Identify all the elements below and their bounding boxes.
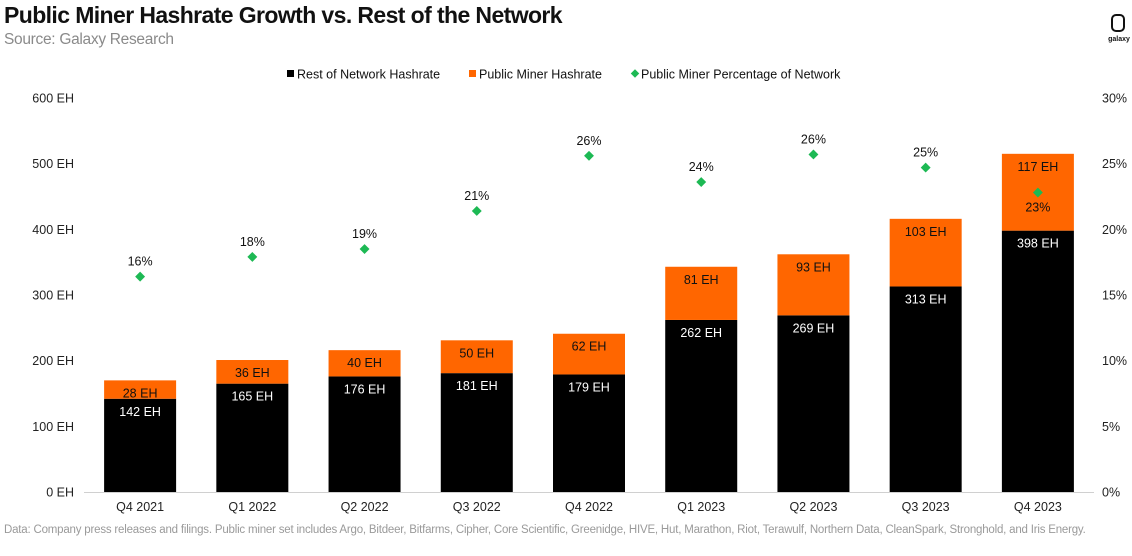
y-right-tick-label: 0% xyxy=(1102,486,1120,500)
percentage-label: 26% xyxy=(801,132,826,146)
chart-subtitle: Source: Galaxy Research xyxy=(4,31,174,48)
bar-rest-of-network xyxy=(216,383,289,492)
bar-public-miner xyxy=(665,266,738,320)
percentage-marker xyxy=(135,271,146,282)
stacked-bar-chart: 0 EH 100 EH 200 EH 300 EH 400 EH 500 EH 600 EH… xyxy=(32,68,1127,515)
percentage-label: 19% xyxy=(352,227,377,241)
percentage-label: 18% xyxy=(240,235,265,249)
y-left-tick-label: 500 EH xyxy=(32,157,74,171)
x-tick-label: Q2 2023 xyxy=(789,500,837,514)
bar-rest-of-network xyxy=(665,319,738,492)
bar-label-public: 117 EH xyxy=(1018,160,1059,174)
percentage-marker xyxy=(584,150,594,161)
footnote: Data: Company press releases and filings… xyxy=(4,524,1086,536)
x-tick-label: Q1 2023 xyxy=(677,500,725,514)
bar-public-miner xyxy=(553,333,625,375)
bar-label-public: 40 EH xyxy=(347,356,382,370)
percentage-marker xyxy=(696,177,707,188)
y-left-tick-label: 300 EH xyxy=(32,289,74,303)
bar-label-rest: 398 EH xyxy=(1017,237,1059,251)
bar-label-public: 28 EH xyxy=(123,386,158,400)
bar-label-public: 36 EH xyxy=(235,366,270,380)
bar-public-miner xyxy=(777,254,850,316)
percentage-label: 21% xyxy=(464,189,489,203)
bar-label-public: 93 EH xyxy=(796,260,831,274)
x-tick-label: Q3 2023 xyxy=(902,500,950,514)
bar-rest-of-network xyxy=(1001,230,1074,492)
bar-label-rest: 269 EH xyxy=(793,321,835,335)
x-tick-label: Q4 2023 xyxy=(1014,500,1062,514)
bar-label-public: 81 EH xyxy=(684,273,719,287)
bar-label-rest: 142 EH xyxy=(119,405,161,419)
percentage-marker xyxy=(359,244,370,254)
legend-label-rest: Rest of Network Hashrate xyxy=(297,68,440,82)
percentage-marker xyxy=(247,251,258,262)
y-right-tick-label: 15% xyxy=(1102,289,1127,303)
bar-label-rest: 165 EH xyxy=(231,390,273,404)
y-right-tick-label: 20% xyxy=(1102,223,1127,237)
y-left-tick-label: 600 EH xyxy=(32,92,74,106)
percentage-marker xyxy=(808,149,819,160)
x-tick-label: Q1 2022 xyxy=(228,500,276,514)
bar-rest-of-network xyxy=(328,376,401,492)
bar-public-miner xyxy=(216,360,289,384)
percentage-label: 25% xyxy=(913,146,938,160)
bar-public-miner xyxy=(889,218,962,287)
percentage-label: 24% xyxy=(689,160,714,174)
bar-public-miner xyxy=(104,380,177,399)
bar-rest-of-network xyxy=(889,286,962,492)
percentage-label: 26% xyxy=(576,134,601,148)
bar-rest-of-network xyxy=(104,398,177,492)
bar-label-rest: 176 EH xyxy=(344,382,386,396)
bar-label-rest: 179 EH xyxy=(568,380,610,394)
y-right-tick-label: 30% xyxy=(1102,92,1127,106)
y-left-tick-label: 100 EH xyxy=(32,420,74,434)
bar-label-rest: 262 EH xyxy=(680,326,722,340)
bar-public-miner xyxy=(440,340,513,374)
x-tick-label: Q2 2022 xyxy=(341,500,389,514)
galaxy-logo-icon xyxy=(1111,14,1125,32)
percentage-marker xyxy=(920,162,931,173)
bar-public-miner xyxy=(328,350,401,377)
galaxy-logo: galaxy xyxy=(1106,12,1132,50)
bar-rest-of-network xyxy=(553,374,625,492)
chart-title: Public Miner Hashrate Growth vs. Rest of… xyxy=(4,2,563,28)
y-right-tick-label: 25% xyxy=(1102,157,1127,171)
bar-label-public: 62 EH xyxy=(572,340,607,354)
x-tick-label: Q4 2022 xyxy=(565,500,613,514)
x-tick-label: Q3 2022 xyxy=(453,500,501,514)
legend-label-public: Public Miner Hashrate xyxy=(479,68,602,82)
y-right-tick-label: 5% xyxy=(1102,420,1120,434)
bar-label-public: 103 EH xyxy=(905,225,947,239)
bar-rest-of-network xyxy=(440,373,513,492)
percentage-label: 16% xyxy=(128,255,153,269)
bar-label-public: 50 EH xyxy=(459,346,494,360)
galaxy-logo-text: galaxy xyxy=(1108,36,1130,43)
percentage-marker xyxy=(471,205,482,216)
bar-rest-of-network xyxy=(777,315,850,492)
y-left-tick-label: 400 EH xyxy=(32,223,74,237)
legend-label-percentage: Public Miner Percentage of Network xyxy=(641,68,841,82)
bar-label-rest: 181 EH xyxy=(456,379,498,393)
bar-label-rest: 313 EH xyxy=(905,292,947,306)
legend-swatch-rest xyxy=(287,70,294,77)
percentage-marker xyxy=(1032,187,1043,198)
y-right-tick-label: 10% xyxy=(1102,354,1127,368)
y-left-tick-label: 200 EH xyxy=(32,354,74,368)
legend-swatch-percentage xyxy=(630,69,640,78)
legend-swatch-public xyxy=(469,70,476,77)
y-left-tick-label: 0 EH xyxy=(46,486,74,500)
percentage-label: 23% xyxy=(1025,201,1050,215)
x-tick-label: Q4 2021 xyxy=(116,500,164,514)
